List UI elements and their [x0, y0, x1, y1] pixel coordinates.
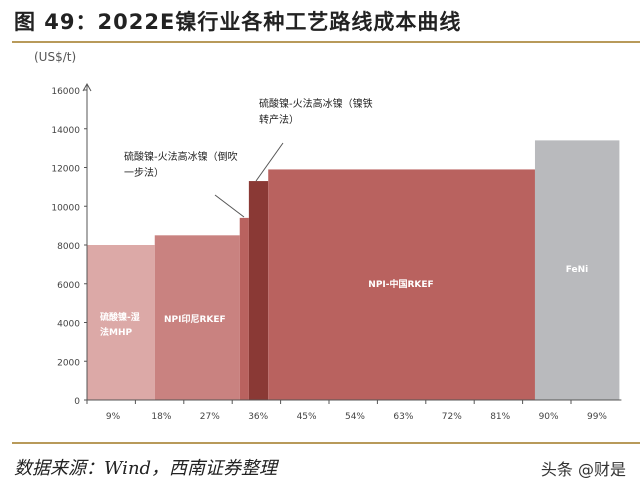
x-tick-label: 81%	[490, 412, 510, 422]
x-tick-label: 99%	[587, 412, 607, 422]
cost-bar-1	[154, 235, 240, 400]
source-note: 数据来源：Wind，西南证券整理	[14, 458, 278, 479]
segment-label: FeNi	[566, 265, 589, 275]
y-tick-label: 16000	[51, 87, 80, 97]
y-tick-label: 4000	[57, 320, 80, 330]
segment-label: NPI-中国RKEF	[368, 278, 433, 290]
x-tick-label: 72%	[442, 412, 462, 422]
cost-bar-2	[239, 217, 249, 400]
x-tick-label: 9%	[106, 412, 121, 422]
cost-bar-4	[268, 169, 535, 400]
y-axis-arrow-icon	[82, 82, 92, 92]
x-tick-label: 90%	[539, 412, 559, 422]
y-tick-label: 14000	[51, 126, 80, 136]
annotation-text: 硫酸镍-火法高冰镍（倒吹	[124, 150, 238, 163]
y-tick-label: 0	[74, 397, 80, 407]
x-tick-label: 36%	[248, 412, 268, 422]
title-rule	[12, 41, 640, 43]
x-tick-label: 27%	[200, 412, 220, 422]
cost-bar-0	[87, 245, 155, 400]
figure-title: 图 49：2022E镍行业各种工艺路线成本曲线	[14, 10, 462, 34]
source-rule	[12, 442, 640, 444]
annotation-text: 转产法）	[259, 113, 299, 126]
watermark: 头条 @财是	[540, 460, 626, 479]
annotation-leader	[255, 142, 284, 182]
y-tick-label: 10000	[51, 203, 80, 213]
segment-label: NPI印尼RKEF	[164, 313, 226, 325]
y-tick-label: 6000	[57, 281, 80, 291]
annotation-text: 一步法）	[124, 166, 164, 179]
y-tick-label: 8000	[57, 242, 80, 252]
cost-bar-3	[248, 181, 269, 400]
y-tick-label: 2000	[57, 358, 80, 368]
x-tick-label: 54%	[345, 412, 365, 422]
annotation-text: 硫酸镍-火法高冰镍（镍铁	[259, 97, 373, 110]
annotation-leader	[214, 194, 245, 218]
x-tick-label: 45%	[297, 412, 317, 422]
y-tick-label: 12000	[51, 165, 80, 175]
cost-bar-5	[534, 140, 620, 400]
x-tick-label: 18%	[151, 412, 171, 422]
segment-label: 硫酸镍-湿	[100, 311, 140, 323]
y-axis-unit: (US$/t)	[34, 50, 77, 64]
x-tick-label: 63%	[393, 412, 413, 422]
segment-label: 法MHP	[100, 326, 132, 338]
